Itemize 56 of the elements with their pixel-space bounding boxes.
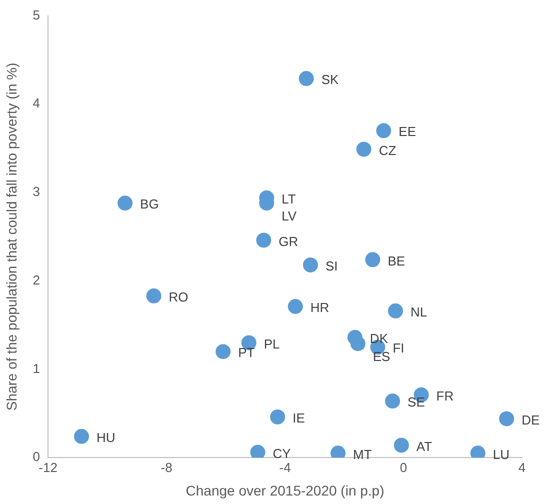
annotation: MT [353,446,372,462]
annotation: SK [321,72,340,88]
x-tick-label: -4 [279,460,291,475]
annotation: LU [492,446,510,462]
point [118,196,133,211]
point [302,257,318,272]
point [270,409,286,424]
annotation: FR [436,388,454,404]
annotation: PL [264,336,280,352]
x-tick-label: 0 [400,460,408,475]
point [499,411,514,426]
y-axis-title: Share of the population that could fall into poverty (in %) [3,62,20,411]
point [216,344,231,360]
point [298,71,314,86]
annotation: IE [292,410,306,426]
annotation: FI [392,340,404,356]
x-tick-label: 4 [518,460,526,475]
annotation: AT [416,438,432,454]
point [350,336,366,352]
annotation: RO [168,289,188,304]
annotation: BE [388,253,406,268]
annotation: LT [282,191,296,206]
annotation: SI [325,258,338,274]
point [385,394,400,409]
point [256,232,272,248]
annotation: HU [96,430,116,445]
y-tick-label: 1 [32,360,40,376]
point [365,252,380,268]
point [288,299,303,314]
y-tick-label: 4 [32,96,40,111]
y-tick-label: 2 [32,272,40,288]
x-tick-label: -12 [38,460,58,475]
annotation: CZ [378,142,396,158]
point [74,428,90,444]
point [146,288,162,304]
point [388,303,404,318]
annotation: GR [278,234,298,249]
annotation: BG [140,196,159,212]
y-tick-label: 3 [32,184,40,200]
point [376,123,392,138]
annotation: DE [522,412,540,428]
annotation: NL [410,304,428,320]
point [356,142,372,157]
y-tick-label: 5 [32,7,40,22]
annotation: EE [398,124,416,140]
annotation: SE [408,394,426,410]
x-tick-label: -8 [160,460,172,475]
x-axis-title: Change over 2015-2020 (in p.p) [186,482,384,498]
annotation: CY [272,446,292,461]
annotation: LV [282,208,297,224]
annotation: ES [372,349,391,364]
point [250,444,266,458]
y-tick-label: 0 [32,449,40,464]
point [394,438,409,453]
annotation: PT [238,345,255,360]
annotation: HR [310,300,330,316]
